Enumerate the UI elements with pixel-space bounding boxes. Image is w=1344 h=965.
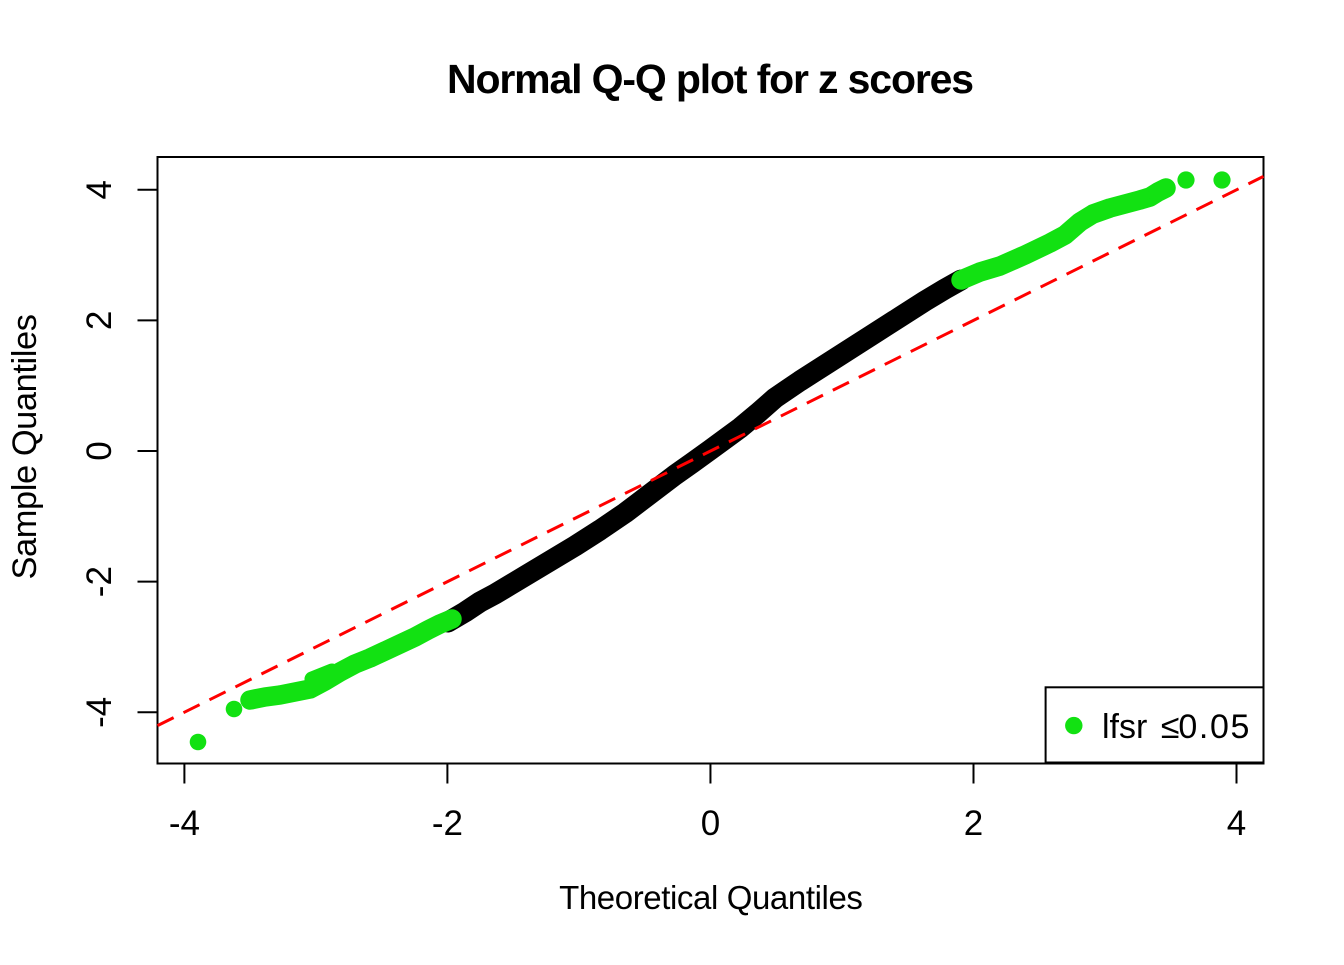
- svg-text:0: 0: [701, 804, 720, 843]
- svg-text:Sample Quantiles: Sample Quantiles: [6, 314, 44, 579]
- svg-text:Normal Q-Q plot for z scores: Normal Q-Q plot for z scores: [447, 56, 973, 102]
- svg-text:4: 4: [1227, 804, 1246, 843]
- svg-text:-4: -4: [80, 697, 119, 728]
- svg-text:2: 2: [80, 311, 119, 330]
- svg-text:0: 0: [80, 441, 119, 460]
- svg-text:-4: -4: [169, 804, 200, 843]
- svg-text:4: 4: [80, 180, 119, 199]
- svg-text:lfsr≤0.05: lfsr ≤0.05: [1102, 708, 1251, 746]
- svg-text:-2: -2: [432, 804, 463, 843]
- svg-text:-2: -2: [80, 566, 119, 597]
- svg-text:Theoretical Quantiles: Theoretical Quantiles: [559, 879, 862, 916]
- svg-text:2: 2: [964, 804, 983, 843]
